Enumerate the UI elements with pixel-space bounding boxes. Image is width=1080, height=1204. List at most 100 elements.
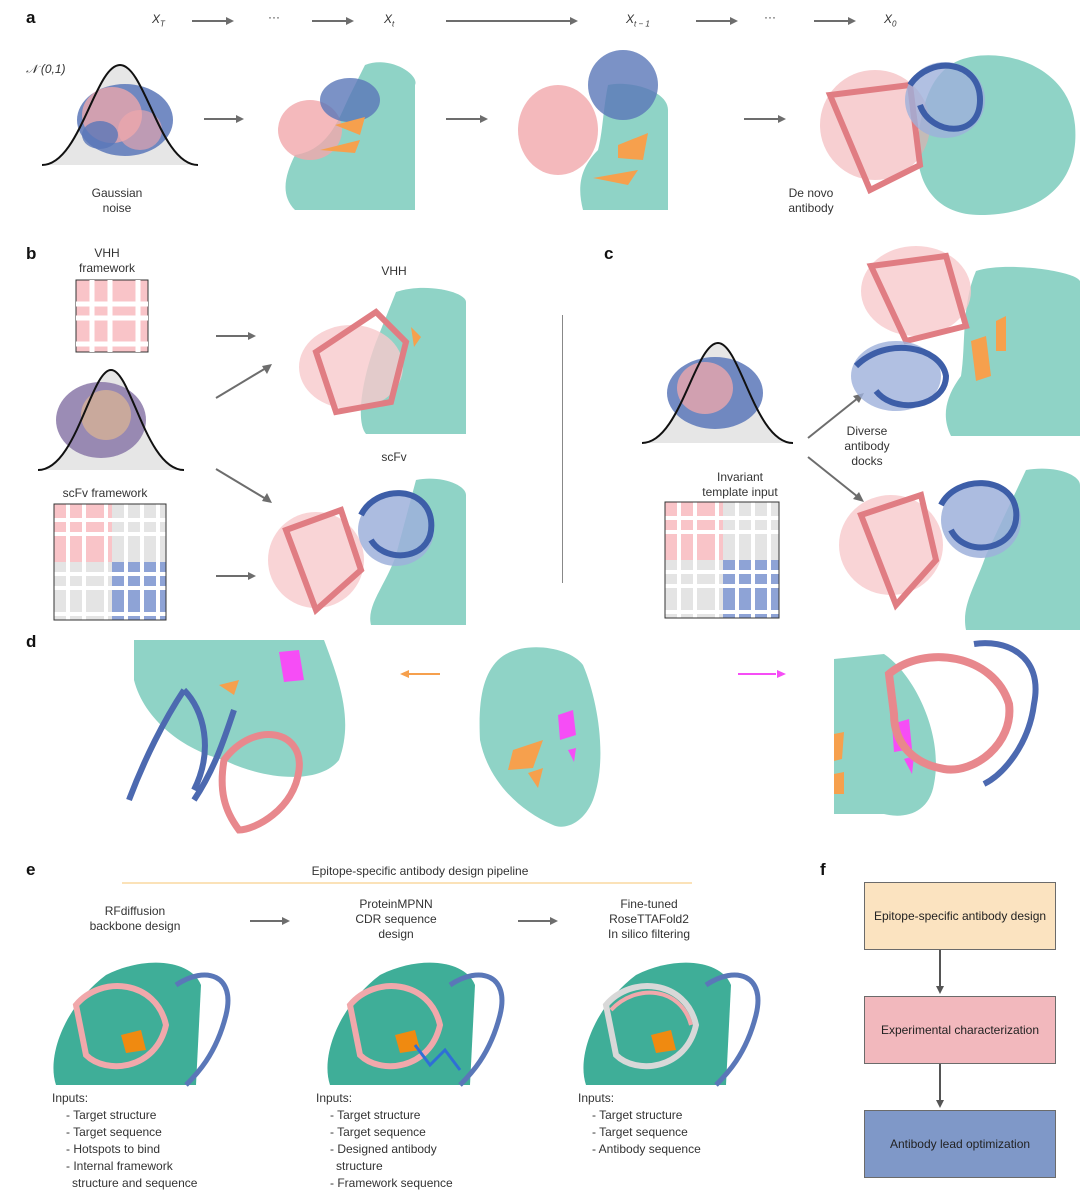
- step-base: X: [884, 12, 893, 26]
- input-item: - Framework sequence: [330, 1176, 453, 1190]
- intermediate-state-xt: [278, 62, 416, 211]
- inputs-header: Inputs:: [316, 1091, 353, 1105]
- unbound-target-surface: [479, 647, 601, 827]
- heavy-chain-ribbon: [218, 731, 303, 834]
- panel-divider: [562, 315, 563, 583]
- target-surface: [834, 654, 936, 816]
- light-chain-ribbon: [126, 687, 237, 802]
- vhh-docked-structure: [299, 287, 466, 434]
- heavy-chain-shadow: [820, 70, 930, 180]
- vhh-output-label: VHH: [381, 264, 407, 278]
- input-item: - Hotspots to bind: [66, 1142, 161, 1156]
- stage-1-structure: [53, 962, 231, 1087]
- pipeline-title: Epitope-specific antibody design pipelin…: [311, 864, 529, 878]
- gaussian-noise-caption: Gaussian noise: [91, 186, 143, 215]
- vhh-framework-template-matrix: [75, 279, 149, 353]
- epitope-patch: [121, 1030, 146, 1053]
- gaussian-noise-illustration: [37, 368, 185, 471]
- invariant-template-matrix: [664, 501, 780, 619]
- epitope-patch: [593, 133, 648, 185]
- step-label-xt-minus-1: Xt − 1: [626, 12, 650, 28]
- input-item: - Internal framework: [66, 1159, 173, 1173]
- scfv-framework-label: scFv framework: [62, 486, 148, 500]
- input-item: - Target structure: [592, 1108, 683, 1122]
- normal-distribution-label: 𝒩 (0,1): [26, 62, 66, 76]
- heavy-chain-residues: [518, 85, 598, 175]
- light-chain-residues: [588, 50, 658, 120]
- panel-e-letter: e: [26, 860, 36, 879]
- heavy-chain-ribbon: [825, 81, 924, 195]
- stage-3-structure: [583, 962, 761, 1087]
- diffusion-arrow: [744, 115, 786, 123]
- step-arrow: [446, 17, 578, 25]
- vhh-ribbon: [312, 308, 410, 416]
- stage-1-inputs: Inputs: - Target structure - Target sequ…: [52, 1090, 197, 1192]
- step-arrow: [696, 17, 738, 25]
- input-item: - Target structure: [66, 1108, 157, 1122]
- panel-d-letter: d: [26, 632, 37, 651]
- epitope-a: [834, 732, 844, 794]
- designed-cdr-sidechains: [413, 1044, 462, 1071]
- step-arrow: [192, 17, 234, 25]
- heavy-chain-ribbon: [857, 491, 940, 611]
- vhh-diagonal-arrow: [215, 364, 272, 399]
- target-surface: [965, 468, 1080, 630]
- epitope-a: [219, 680, 239, 695]
- flow-box-experimental: Experimental characterization: [864, 996, 1056, 1064]
- light-chain-ribbon: [174, 972, 231, 1087]
- scfv-diagonal-arrow: [215, 468, 272, 503]
- stage-2-structure: [327, 962, 505, 1087]
- light-chain-ribbon: [907, 62, 984, 132]
- step-base: X: [626, 12, 635, 26]
- vhh-framework-label: VHH framework: [78, 246, 135, 275]
- scfv-framework-template-matrix: [53, 503, 167, 621]
- hotspot-b: [558, 710, 576, 762]
- step-arrow: [814, 17, 856, 25]
- step-sub: t: [392, 19, 395, 29]
- vhh-arrow: [216, 332, 256, 340]
- antibody-dock-variant-2: [839, 468, 1080, 630]
- pipeline-arrow: [518, 917, 558, 925]
- intermediate-state-xt-minus-1: [518, 50, 668, 210]
- predicted-structure-ribbon: [602, 983, 700, 1070]
- epitope-patch: [395, 1030, 420, 1053]
- step-label-xT: XT: [152, 12, 165, 28]
- panel-b-letter: b: [26, 244, 37, 263]
- diffusion-arrow: [204, 115, 244, 123]
- target-surface: [945, 266, 1080, 436]
- light-chain-ribbon: [853, 344, 950, 409]
- stage-3-title: Fine-tuned RoseTTAFold2 In silico filter…: [607, 897, 691, 941]
- epitope-a-binder-complex: [126, 640, 346, 834]
- heavy-chain-ribbon: [346, 983, 444, 1070]
- input-item: - Antibody sequence: [592, 1142, 701, 1156]
- step-sub: T: [160, 19, 165, 29]
- dock-arrow-down: [807, 456, 864, 502]
- stage-3-inputs: Inputs: - Target structure - Target sequ…: [578, 1090, 701, 1158]
- gaussian-curve: [37, 368, 185, 471]
- gaussian-curve: [41, 63, 199, 166]
- gaussian-curve: [641, 341, 794, 444]
- flow-arrow: [936, 950, 944, 994]
- step-base: X: [152, 12, 161, 26]
- inputs-header: Inputs:: [52, 1091, 89, 1105]
- epitope-patch: [971, 316, 1006, 381]
- diverse-docks-label: Diverse antibody docks: [844, 424, 890, 468]
- panel-f-letter: f: [820, 860, 826, 879]
- epitope-patch: [320, 117, 365, 153]
- noise-residue-cloud: [77, 84, 173, 156]
- heavy-chain-ribbon: [609, 990, 693, 1026]
- light-chain-ribbon: [358, 490, 435, 559]
- scfv-output-label: scFv: [381, 450, 407, 464]
- stage-2-inputs: Inputs: - Target structure - Target sequ…: [316, 1090, 453, 1192]
- input-item: - Designed antibody: [330, 1142, 437, 1156]
- heavy-chain-ribbon: [282, 506, 365, 616]
- de-novo-antibody-caption: De novo antibody: [788, 186, 834, 215]
- antibody-dock-variant-1: [851, 246, 1080, 436]
- magenta-arrow: [738, 670, 786, 678]
- epitope-patch: [651, 1030, 676, 1053]
- heavy-chain-ribbon: [884, 653, 1014, 774]
- target-surface: [134, 640, 346, 777]
- heavy-chain-ribbon: [72, 983, 170, 1070]
- hotspot-b: [279, 650, 304, 682]
- epitope-a: [508, 740, 543, 788]
